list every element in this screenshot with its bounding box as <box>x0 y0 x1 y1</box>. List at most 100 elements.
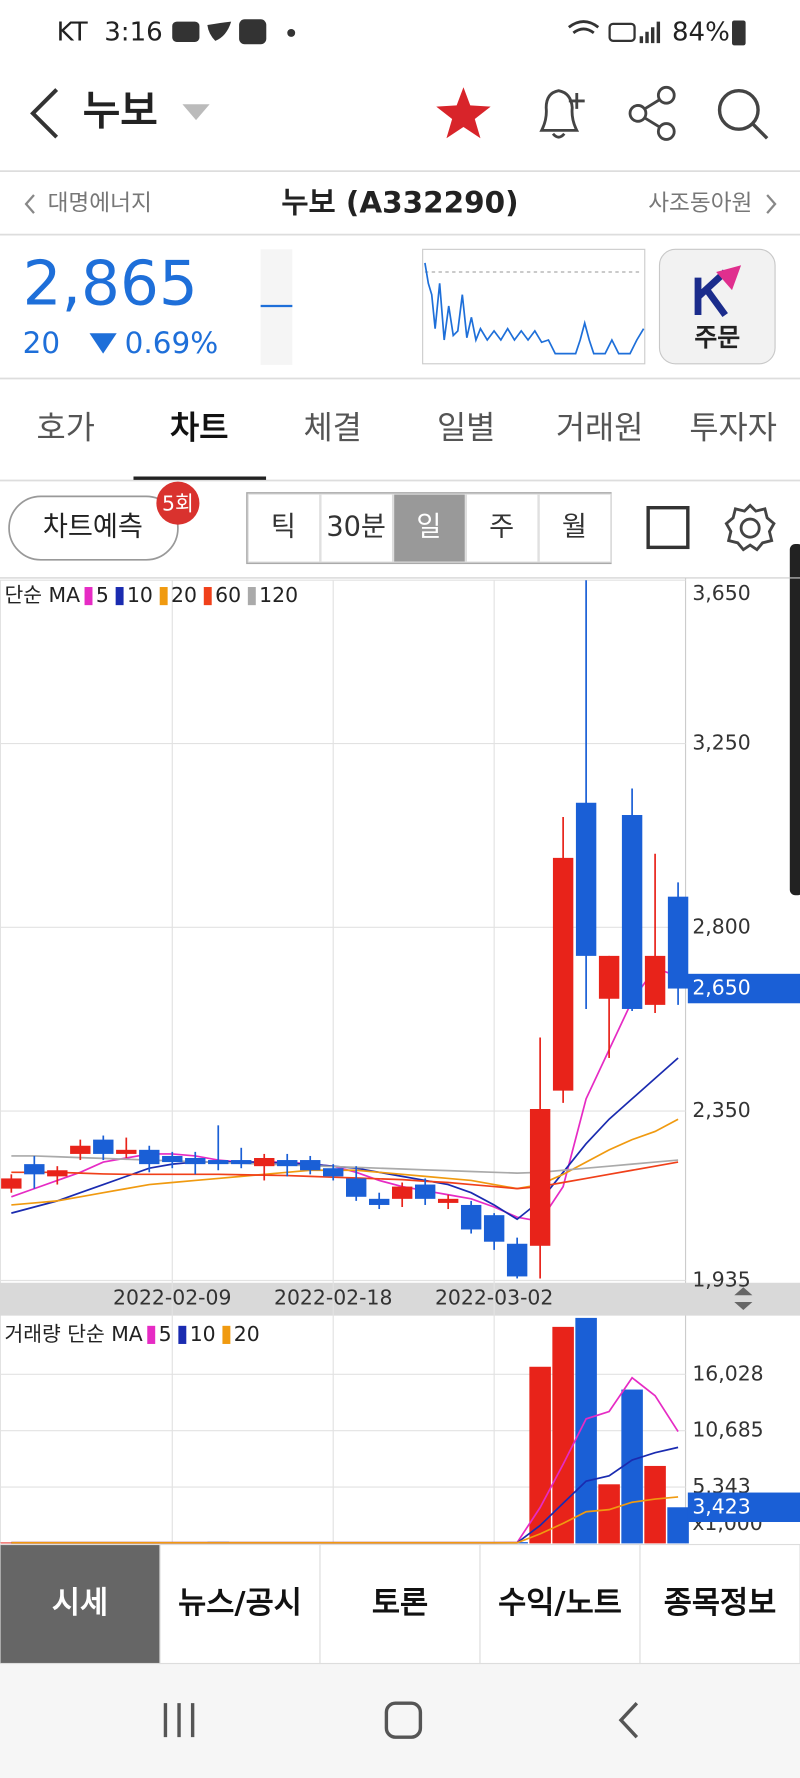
volume-bar <box>598 1484 620 1544</box>
tab[interactable]: 체결 <box>304 411 362 447</box>
date-band <box>0 1282 800 1316</box>
legend-entry: 120 <box>259 583 298 607</box>
y-tick-label: 16,028 <box>692 1361 763 1385</box>
period-button[interactable] <box>247 493 321 563</box>
period-button[interactable] <box>538 493 612 563</box>
bottom-tab-label: 토론 <box>372 1586 428 1621</box>
ma-line <box>11 967 679 1223</box>
next-arrow <box>766 194 777 214</box>
alert-button[interactable] <box>539 89 580 139</box>
app-icon <box>207 21 232 41</box>
candle-body <box>208 1160 229 1165</box>
bottom-tab-label: 수익/노트 <box>498 1586 622 1621</box>
candle-body <box>575 802 597 956</box>
tab[interactable]: 일별 <box>437 411 495 447</box>
prev-stock[interactable]: 대명에너지 <box>48 191 152 217</box>
crosshair-box <box>687 1492 800 1523</box>
bottom-tab[interactable] <box>0 1543 161 1665</box>
candle-body <box>1 1178 22 1189</box>
carrier: KT <box>57 17 88 47</box>
period-label: 일 <box>416 512 441 543</box>
candle-body <box>598 955 620 999</box>
ma-line <box>11 1057 679 1221</box>
ma-line <box>11 1161 679 1190</box>
legend-entry: 10 <box>127 583 153 607</box>
candle-body <box>506 1243 528 1277</box>
next-stock[interactable]: 사조동아원 <box>648 191 752 217</box>
bottom-tab[interactable] <box>479 1543 641 1665</box>
dot <box>287 28 296 37</box>
clock: 3:16 <box>104 17 163 47</box>
crosshair-label: 3,423 <box>692 1494 750 1518</box>
bottom-tab-label: 시세 <box>52 1586 108 1621</box>
bottom-tab[interactable] <box>639 1543 800 1665</box>
legend-swatch <box>178 1325 187 1344</box>
legend-entry: 60 <box>215 583 241 607</box>
bottom-tab[interactable] <box>319 1543 481 1665</box>
legend-entry: 5 <box>159 1322 172 1346</box>
legend-swatch <box>84 587 93 606</box>
share-button[interactable] <box>628 85 676 141</box>
candle-body <box>254 1158 275 1167</box>
candle-body <box>529 1109 551 1246</box>
settings-button[interactable] <box>724 503 776 552</box>
badge-label: 5회 <box>162 491 194 515</box>
current-stock: 누보 (A332290) <box>281 186 518 220</box>
recent-apps[interactable] <box>163 1703 195 1738</box>
battery-icon <box>732 20 746 46</box>
candle-body <box>300 1160 321 1171</box>
favorite-star[interactable] <box>436 87 491 139</box>
stock-title: 누보 <box>83 86 158 134</box>
tab[interactable]: 거래원 <box>556 411 644 447</box>
volume-bar <box>644 1465 666 1544</box>
bottom-tab-label: 종목정보 <box>664 1586 777 1621</box>
sparkline <box>424 262 645 355</box>
y-tick-label: 2,800 <box>692 914 750 938</box>
legend-entry: 20 <box>234 1322 260 1346</box>
dropdown[interactable] <box>182 104 210 121</box>
x-tick-label: 2022-02-09 <box>113 1286 231 1310</box>
ma-line <box>11 1155 679 1174</box>
hd-icon <box>608 22 636 42</box>
period-button[interactable] <box>320 493 394 563</box>
tab[interactable]: 차트 <box>170 411 228 447</box>
tab[interactable]: 호가 <box>37 411 95 447</box>
candle-body <box>552 857 574 1091</box>
legend-swatch <box>159 587 168 606</box>
legend-swatch <box>222 1325 231 1344</box>
search-button[interactable] <box>717 89 769 140</box>
x-tick-label: 2022-03-02 <box>435 1286 553 1310</box>
battery-text: 84% <box>672 17 730 47</box>
candle-body <box>93 1139 114 1154</box>
y-tick-label: 1,935 <box>692 1268 750 1292</box>
badge <box>156 481 200 525</box>
nav-back[interactable] <box>618 1702 639 1739</box>
legend-swatch <box>147 1325 156 1344</box>
tab[interactable]: 투자자 <box>689 411 777 447</box>
volume-bar <box>552 1326 574 1544</box>
prev-arrow <box>24 194 35 214</box>
candle-body <box>47 1170 68 1177</box>
down-triangle <box>89 333 117 354</box>
forecast-label: 차트예측 <box>43 512 143 543</box>
candle-body <box>391 1186 413 1199</box>
candle-body <box>162 1155 183 1163</box>
candle-body <box>483 1215 505 1242</box>
legend-swatch <box>247 587 256 606</box>
alert-plus <box>568 92 585 109</box>
resize-handle[interactable] <box>734 1287 753 1310</box>
bottom-tab-label: 뉴스/공시 <box>178 1586 302 1621</box>
candle-body <box>644 955 666 1005</box>
period-button[interactable] <box>393 493 466 563</box>
forecast-button[interactable] <box>8 495 179 561</box>
volume-bar <box>621 1389 643 1544</box>
fullscreen-button[interactable] <box>646 505 690 550</box>
back-button[interactable] <box>30 88 59 139</box>
home[interactable] <box>384 1701 423 1739</box>
candle-body <box>231 1160 252 1165</box>
x-tick-label: 2022-02-18 <box>274 1286 392 1310</box>
price: 2,865 <box>23 248 198 319</box>
candle-body <box>346 1178 367 1197</box>
period-button[interactable] <box>465 493 539 563</box>
